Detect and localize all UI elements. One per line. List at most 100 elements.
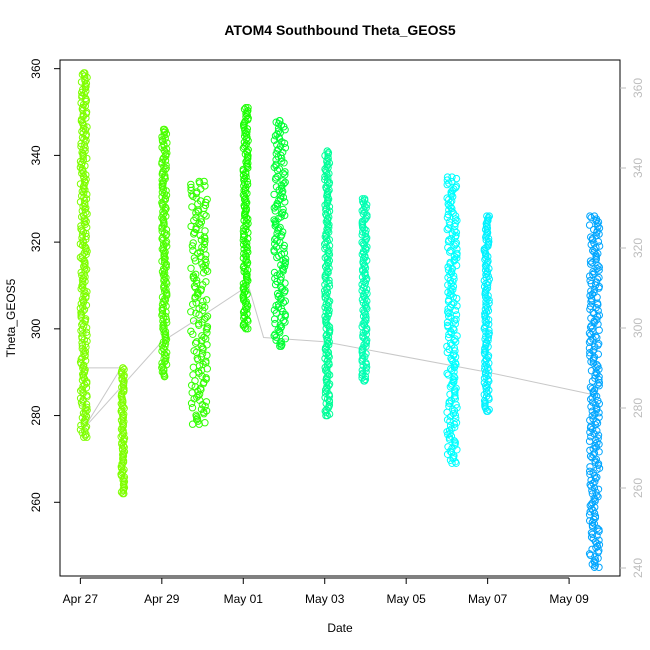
- data-point: [594, 261, 602, 270]
- data-point: [281, 211, 289, 220]
- x-tick-label: Apr 29: [144, 592, 180, 606]
- data-point: [321, 386, 330, 394]
- data-point: [192, 209, 200, 217]
- x-tick-label: May 01: [224, 592, 264, 606]
- data-point: [590, 563, 599, 571]
- data-point: [481, 365, 489, 373]
- data-point: [82, 79, 91, 88]
- data-point: [272, 202, 280, 211]
- data-point: [595, 527, 603, 535]
- data-point: [591, 343, 599, 351]
- data-point: [444, 308, 452, 316]
- data-point: [588, 258, 596, 267]
- series-segment-9: [443, 173, 461, 467]
- data-point: [273, 289, 282, 298]
- y-tick-label-right: 280: [631, 398, 645, 418]
- series-segment-6: [270, 117, 290, 350]
- data-point: [444, 443, 452, 451]
- data-point: [450, 317, 459, 325]
- series-segment-2: [117, 364, 129, 498]
- data-point: [595, 379, 603, 387]
- data-point: [590, 212, 599, 220]
- y-tick-label-right: 340: [631, 158, 645, 178]
- data-point: [244, 325, 252, 333]
- data-point: [586, 428, 594, 436]
- data-point: [593, 473, 601, 481]
- data-point: [196, 231, 205, 240]
- data-point: [443, 369, 451, 378]
- data-point: [189, 239, 197, 247]
- data-point: [586, 337, 595, 345]
- data-point: [119, 486, 128, 495]
- data-point: [81, 201, 89, 209]
- data-point: [443, 225, 451, 234]
- data-point: [443, 213, 452, 222]
- data-point: [595, 382, 603, 390]
- data-point: [270, 247, 278, 256]
- data-point: [242, 257, 250, 265]
- data-point: [202, 296, 211, 304]
- data-point: [191, 257, 200, 265]
- data-point: [270, 136, 279, 144]
- data-point: [448, 173, 456, 181]
- y-tick-label-right: 300: [631, 318, 645, 338]
- data-point: [483, 304, 492, 312]
- data-point: [187, 183, 195, 192]
- data-point: [195, 321, 203, 329]
- x-tick-label: May 05: [387, 592, 427, 606]
- data-point: [589, 356, 597, 364]
- data-point: [587, 482, 595, 490]
- data-point: [192, 299, 200, 307]
- chart-marks: [76, 69, 604, 571]
- data-point: [281, 198, 289, 206]
- data-point: [591, 371, 599, 379]
- data-point: [191, 377, 199, 385]
- y-tick-label-left: 360: [29, 58, 43, 78]
- data-point: [595, 563, 603, 571]
- data-point: [450, 407, 459, 415]
- data-point: [593, 219, 601, 228]
- data-point: [189, 330, 197, 338]
- data-point: [451, 240, 460, 249]
- data-point: [242, 104, 250, 112]
- data-point: [188, 242, 197, 250]
- data-point: [445, 179, 453, 187]
- data-point: [199, 269, 208, 277]
- data-point: [277, 154, 286, 163]
- data-point: [270, 190, 278, 199]
- y-tick-label-left: 280: [29, 405, 43, 425]
- data-point: [83, 154, 91, 163]
- series-segment-4: [187, 177, 212, 428]
- data-point: [452, 459, 460, 467]
- data-point: [323, 365, 331, 373]
- data-point: [586, 272, 594, 280]
- y-tick-label-right: 260: [631, 478, 645, 498]
- series-segment-5: [239, 104, 252, 333]
- data-point: [270, 204, 278, 212]
- data-point: [80, 211, 88, 220]
- data-point: [324, 348, 333, 357]
- data-point: [119, 364, 127, 372]
- data-point: [588, 487, 596, 495]
- data-point: [280, 159, 288, 167]
- data-point: [162, 353, 170, 361]
- data-point: [281, 318, 289, 326]
- data-point: [190, 282, 199, 290]
- data-point: [325, 224, 333, 232]
- data-point: [593, 361, 601, 369]
- data-point: [595, 448, 603, 456]
- series-segment-11: [585, 212, 604, 571]
- data-point: [451, 335, 459, 343]
- data-point: [270, 332, 278, 340]
- data-point: [199, 345, 207, 353]
- data-point: [202, 251, 210, 259]
- data-point: [272, 333, 280, 341]
- chart-axes: 260 280 300 320 340 360 240 260 280 300 320 340 360 A…: [29, 58, 645, 606]
- data-point: [447, 246, 455, 255]
- data-point: [590, 494, 598, 502]
- data-point: [445, 330, 453, 339]
- y-tick-label-right: 360: [631, 78, 645, 98]
- data-point: [443, 318, 452, 327]
- data-point: [444, 224, 452, 232]
